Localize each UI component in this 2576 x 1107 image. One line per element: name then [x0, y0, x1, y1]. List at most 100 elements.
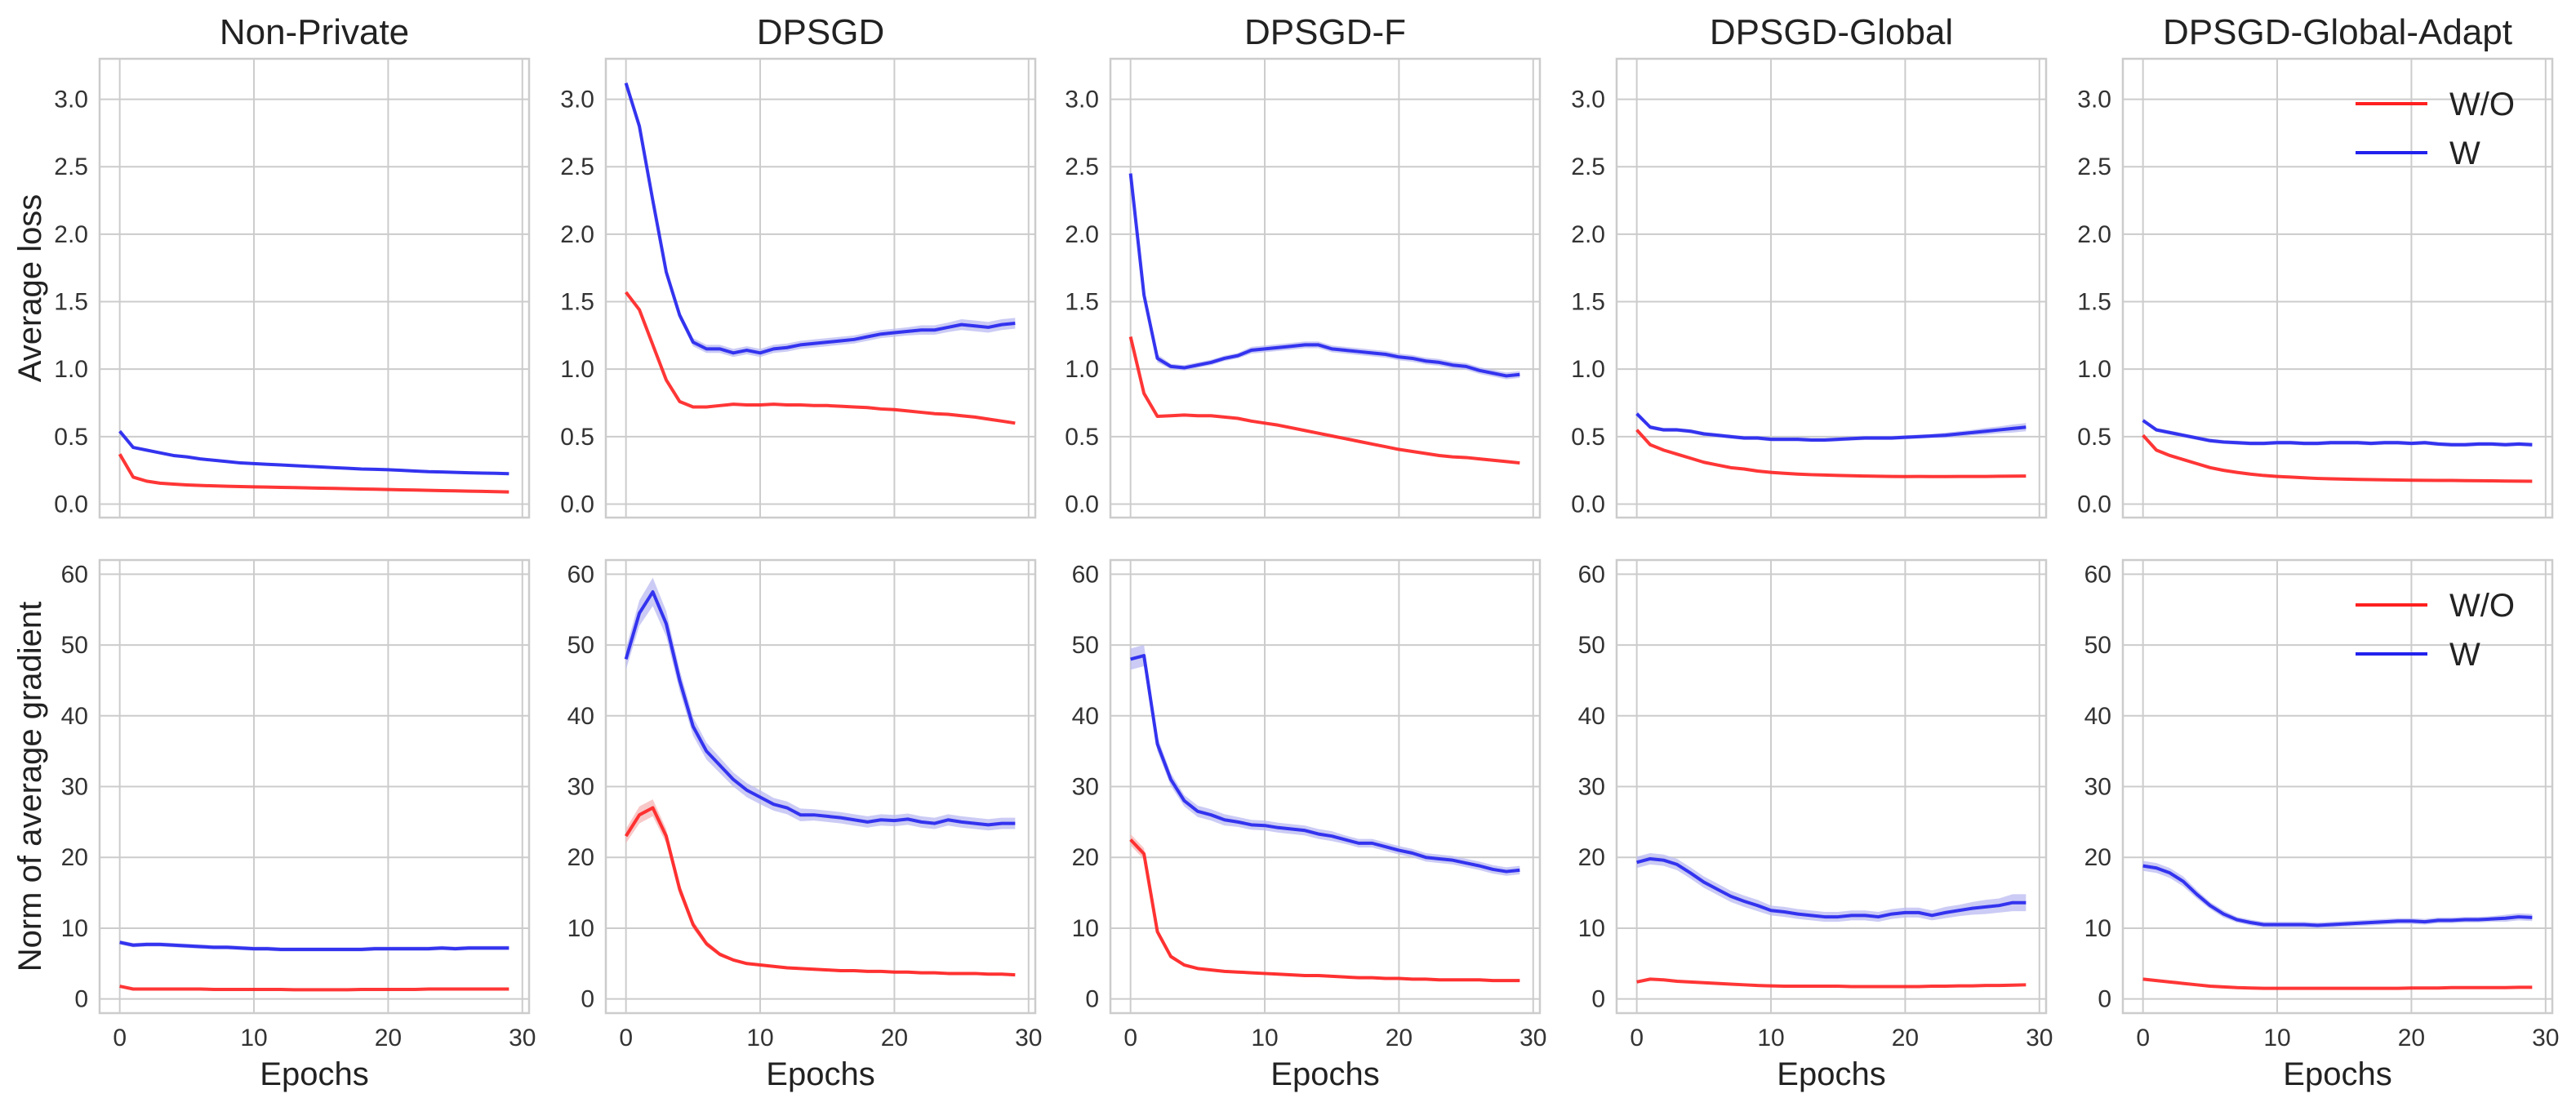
series-wo-line [2142, 433, 2533, 483]
y-tick-label: 50 [2084, 632, 2111, 659]
x-tick-label: 0 [1630, 1025, 1644, 1051]
axes-frame [2121, 558, 2554, 1015]
y-tick-label: 3.0 [1571, 87, 1605, 113]
panel-3-grad: 0 10 20 30 40 50 60 0 10 20 30 Epochs [1578, 558, 2053, 1092]
y-tick-label: 10 [61, 915, 88, 942]
y-tick-label: 0.0 [1571, 491, 1605, 518]
panel-3-loss: 0.0 0.5 1.0 1.5 2.0 2.5 3.0 DPSGD-Global [1571, 12, 2048, 519]
x-tick-label: 30 [1519, 1025, 1546, 1051]
series-w-line [1635, 412, 2027, 442]
series-w-line [1636, 856, 2027, 919]
axes-frame [1615, 57, 2048, 519]
panel-2-loss: 0.0 0.5 1.0 1.5 2.0 2.5 3.0 DPSGD-F [1065, 12, 1542, 519]
series-w-line [1128, 173, 1520, 378]
y-tick-label: 0 [1085, 986, 1099, 1013]
y-tick-label: 1.5 [560, 289, 594, 316]
legend-entry: W [2449, 637, 2480, 673]
y-tick-label: 1.0 [1571, 356, 1605, 383]
y-tick-label: 50 [1578, 632, 1605, 659]
y-tick-label: 20 [2084, 844, 2111, 871]
y-tick-label: 1.5 [1065, 289, 1099, 316]
y-tick-label: 40 [567, 703, 594, 730]
panel-title: Non-Private [220, 12, 409, 52]
x-tick-label: 20 [375, 1025, 402, 1051]
y-tick-label: 50 [1072, 632, 1099, 659]
x-axis-label: Epochs [2283, 1056, 2391, 1092]
y-tick-label: 50 [61, 632, 88, 659]
y-tick-label: 1.5 [1571, 289, 1605, 316]
legend-entry: W/O [2449, 588, 2515, 624]
y-tick-label: 0.0 [2077, 491, 2111, 518]
y-tick-label: 60 [61, 561, 88, 588]
series-wo-line [624, 806, 1016, 977]
y-tick-label: 1.0 [54, 356, 88, 383]
y-tick-label: 0 [581, 986, 594, 1013]
y-tick-label: 2.5 [1065, 153, 1099, 180]
panel-0-loss: 0.0 0.5 1.0 1.5 2.0 2.5 3.0 Non-Private [54, 12, 531, 519]
y-tick-label: 60 [567, 561, 594, 588]
axes-frame [98, 57, 531, 519]
y-tick-label: 0 [1591, 986, 1605, 1013]
x-tick-label: 30 [2026, 1025, 2053, 1051]
x-tick-label: 20 [1892, 1025, 1919, 1051]
panel-4-loss: 0.0 0.5 1.0 1.5 2.0 2.5 3.0 DPSGD-Global-Adapt W… [2077, 12, 2554, 519]
axes-frame [604, 57, 1037, 519]
y-tick-label: 0.0 [54, 491, 88, 518]
y-tick-label: 1.5 [54, 289, 88, 316]
legend-entry: W/O [2449, 87, 2515, 122]
y-tick-label: 60 [2084, 561, 2111, 588]
legend-entry: W [2449, 136, 2480, 171]
y-tick-label: 0 [2098, 986, 2111, 1013]
panel-title: DPSGD-Global-Adapt [2163, 12, 2512, 52]
y-tick-label: 3.0 [54, 87, 88, 113]
y-tick-label: 0.5 [560, 424, 594, 451]
y-tick-label: 10 [567, 915, 594, 942]
series-wo-line [118, 453, 509, 494]
series-w-line [2142, 419, 2533, 447]
series-w-confidence-band [625, 80, 1016, 358]
panel-2-grad: 0 10 20 30 40 50 60 0 10 20 30 Epochs [1072, 558, 1546, 1092]
y-tick-label: 30 [61, 774, 88, 801]
y-tick-label: 20 [1578, 844, 1605, 871]
series-wo-confidence-band [1130, 834, 1520, 982]
series-w-line [119, 940, 509, 951]
series-w-confidence-band [625, 577, 1016, 831]
panel-title: DPSGD-Global [1710, 12, 1953, 52]
axes-frame [2121, 57, 2554, 519]
y-tick-label: 2.5 [2077, 153, 2111, 180]
series-wo-line [1128, 336, 1520, 465]
y-tick-label: 0.0 [560, 491, 594, 518]
y-tick-label: 40 [1072, 703, 1099, 730]
axes-frame [98, 558, 531, 1015]
y-tick-label: 0.0 [1065, 491, 1099, 518]
series-w-confidence-band [1636, 853, 2027, 922]
y-tick-label: 1.0 [2077, 356, 2111, 383]
axes-frame [604, 558, 1037, 1015]
panel-title: DPSGD [757, 12, 884, 52]
y-axis-label: Norm of average gradient [12, 602, 48, 972]
series-wo-line [2142, 977, 2533, 990]
axes-frame [1109, 558, 1542, 1015]
series-wo-line [1635, 429, 2027, 478]
y-tick-label: 0.5 [1065, 424, 1099, 451]
y-tick-label: 2.0 [1065, 221, 1099, 248]
x-axis-label: Epochs [1777, 1056, 1885, 1092]
y-tick-label: 30 [567, 774, 594, 801]
y-tick-label: 2.0 [54, 221, 88, 248]
series-w-line [624, 590, 1016, 827]
x-axis-label: Epochs [260, 1056, 368, 1092]
x-tick-label: 10 [2263, 1025, 2290, 1051]
y-tick-label: 0.5 [54, 424, 88, 451]
y-tick-label: 3.0 [560, 87, 594, 113]
series-wo-line [119, 985, 509, 992]
x-tick-label: 0 [1123, 1025, 1137, 1051]
y-tick-label: 0 [74, 986, 88, 1013]
series-w-line [624, 82, 1016, 355]
series-w-confidence-band [2142, 860, 2533, 928]
y-tick-label: 40 [1578, 703, 1605, 730]
y-tick-label: 3.0 [2077, 87, 2111, 113]
y-tick-label: 10 [1072, 915, 1099, 942]
y-tick-label: 10 [1578, 915, 1605, 942]
y-tick-label: 30 [1072, 774, 1099, 801]
panel-4-grad: 0 10 20 30 40 50 60 0 10 20 30 Epochs W/O W [2084, 558, 2559, 1092]
